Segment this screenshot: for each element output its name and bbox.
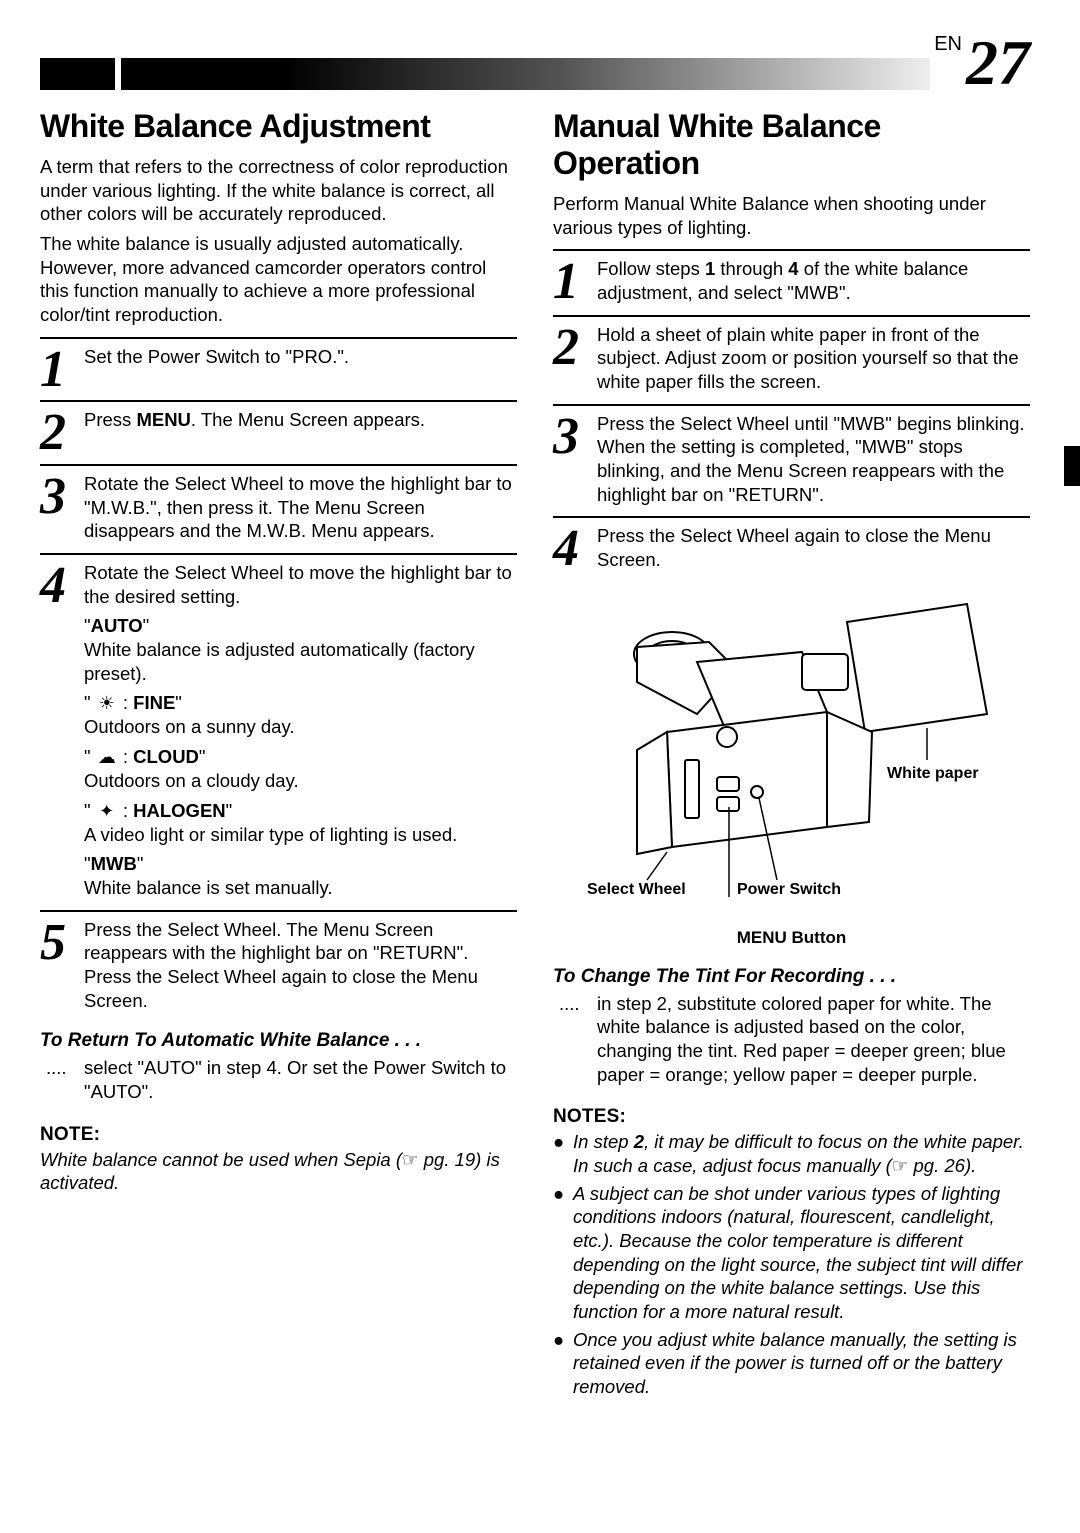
step-num: 3	[40, 472, 84, 518]
step-num: 2	[553, 323, 597, 369]
note-3: ● Once you adjust white balance manually…	[553, 1328, 1030, 1399]
note-1: ● In step 2, it may be difficult to focu…	[553, 1130, 1030, 1177]
step-body: Press the Select Wheel. The Menu Screen …	[84, 918, 517, 1013]
tint-head: To Change The Tint For Recording . . .	[553, 966, 1030, 988]
step-1: 1 Set the Power Switch to "PRO.".	[40, 337, 517, 391]
note-head: NOTE:	[40, 1124, 517, 1146]
page-lang: EN	[934, 33, 962, 56]
step-4: 4 Rotate the Select Wheel to move the hi…	[40, 553, 517, 900]
sun-icon: ☀	[96, 692, 118, 715]
left-column: White Balance Adjustment A term that ref…	[40, 108, 517, 1403]
right-column: Manual White Balance Operation Perform M…	[553, 108, 1030, 1403]
r-step-2: 2 Hold a sheet of plain white paper in f…	[553, 315, 1030, 394]
step-num: 5	[40, 918, 84, 964]
mode-mwb: "MWB" White balance is set manually.	[84, 852, 517, 899]
step-body: Press the Select Wheel again to close th…	[597, 524, 1030, 571]
bulb-icon: ✦	[96, 800, 118, 823]
step-num: 4	[553, 524, 597, 570]
step-body: Set the Power Switch to "PRO.".	[84, 345, 517, 369]
step-body: Press MENU. The Menu Screen appears.	[84, 408, 517, 432]
label-menu-button: MENU Button	[553, 928, 1030, 948]
cloud-icon: ☁	[96, 746, 118, 769]
step-body: Rotate the Select Wheel to move the high…	[84, 561, 517, 900]
step-body: Follow steps 1 through 4 of the white ba…	[597, 257, 1030, 304]
r-step-1: 1 Follow steps 1 through 4 of the white …	[553, 249, 1030, 304]
step-body: Press the Select Wheel until "MWB" begin…	[597, 412, 1030, 507]
label-power-switch: Power Switch	[737, 881, 841, 898]
step-num: 1	[40, 345, 84, 391]
step-num: 2	[40, 408, 84, 454]
step-num: 3	[553, 412, 597, 458]
mode-auto: "AUTO" White balance is adjusted automat…	[84, 614, 517, 685]
mode-cloud: " ☁ : CLOUD" Outdoors on a cloudy day.	[84, 745, 517, 793]
tint-body: .... in step 2, substitute colored paper…	[553, 992, 1030, 1087]
right-title: Manual White Balance Operation	[553, 108, 1030, 182]
note-body: White balance cannot be used when Sepia …	[40, 1148, 517, 1195]
header-gradient	[121, 58, 930, 90]
label-select-wheel: Select Wheel	[587, 881, 686, 898]
mode-halogen: " ✦ : HALOGEN" A video light or similar …	[84, 799, 517, 847]
r-step-3: 3 Press the Select Wheel until "MWB" beg…	[553, 404, 1030, 507]
note-2: ● A subject can be shot under various ty…	[553, 1182, 1030, 1324]
step-body: Rotate the Select Wheel to move the high…	[84, 472, 517, 543]
label-white-paper: White paper	[887, 765, 979, 782]
edge-tab	[1064, 446, 1080, 486]
camcorder-svg: White paper	[577, 592, 1007, 922]
page-ref-icon: ☞	[402, 1149, 419, 1170]
r-step-4: 4 Press the Select Wheel again to close …	[553, 516, 1030, 571]
camcorder-diagram: White paper	[553, 592, 1030, 948]
step-body: Hold a sheet of plain white paper in fro…	[597, 323, 1030, 394]
left-title: White Balance Adjustment	[40, 108, 517, 145]
page-number: 27	[966, 41, 1030, 86]
right-intro: Perform Manual White Balance when shooti…	[553, 192, 1030, 239]
mode-fine: " ☀ : FINE" Outdoors on a sunny day.	[84, 691, 517, 739]
intro-para-2: The white balance is usually adjusted au…	[40, 232, 517, 327]
step-3: 3 Rotate the Select Wheel to move the hi…	[40, 464, 517, 543]
step-5: 5 Press the Select Wheel. The Menu Scree…	[40, 910, 517, 1013]
header-block	[40, 58, 115, 90]
step-2: 2 Press MENU. The Menu Screen appears.	[40, 400, 517, 454]
step-num: 4	[40, 561, 84, 607]
page-header: EN 27	[40, 40, 1030, 90]
notes-head: NOTES:	[553, 1106, 1030, 1128]
intro-para-1: A term that refers to the correctness of…	[40, 155, 517, 226]
return-auto-head: To Return To Automatic White Balance . .…	[40, 1030, 517, 1052]
return-auto-body: .... select "AUTO" in step 4. Or set the…	[40, 1056, 517, 1103]
step-num: 1	[553, 257, 597, 303]
page-ref-icon: ☞	[892, 1155, 909, 1176]
